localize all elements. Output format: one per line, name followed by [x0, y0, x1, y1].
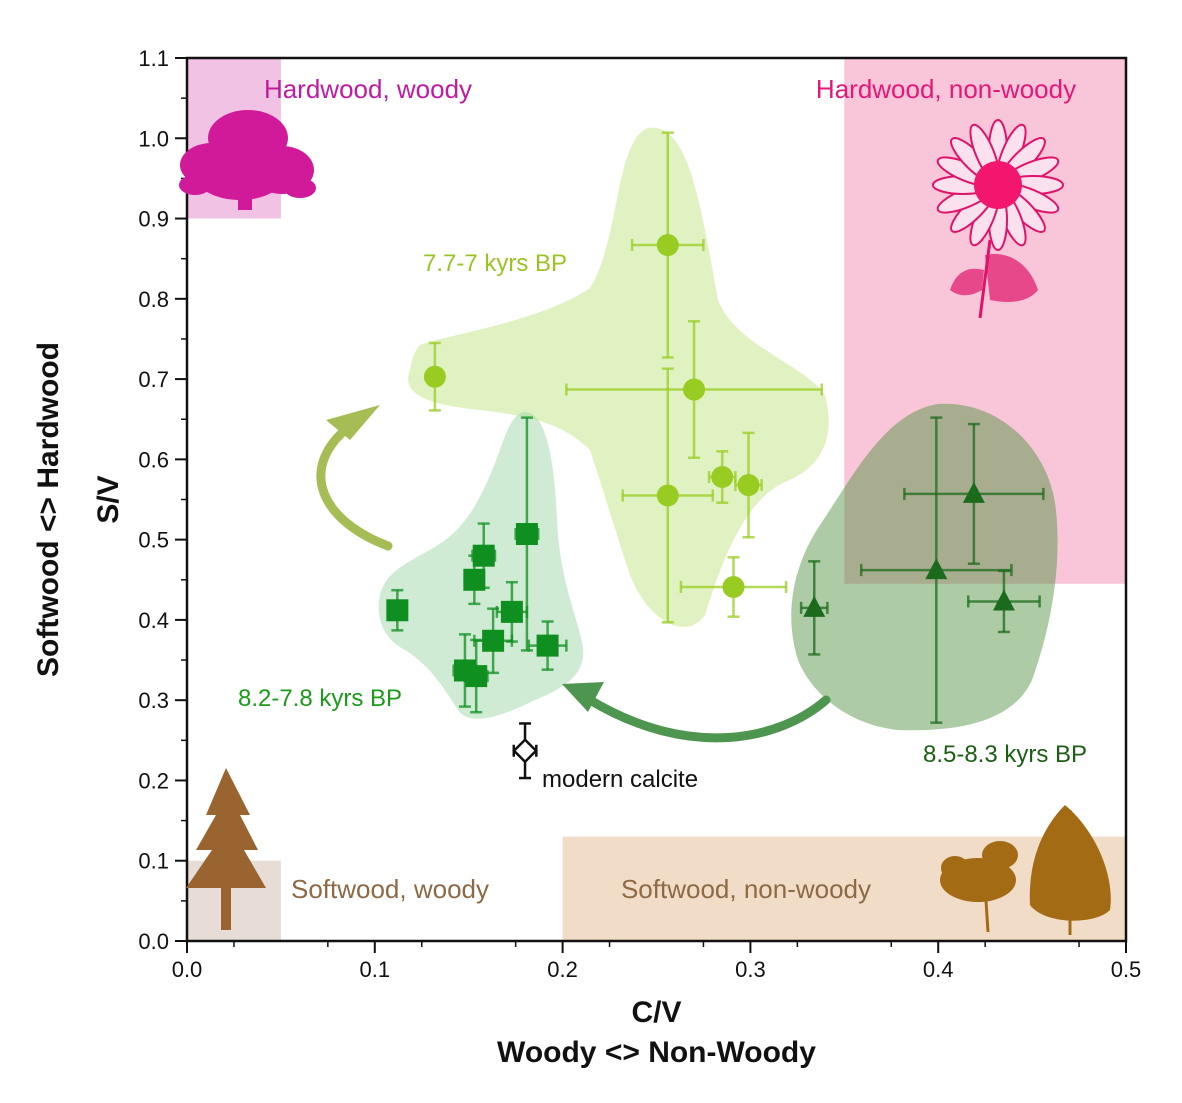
square-marker	[465, 665, 488, 688]
data-point	[495, 580, 529, 643]
arrow-to-7.7-7	[316, 425, 393, 551]
y-tick-label: 0.8	[138, 287, 169, 312]
arrow-to-8.2-7.8	[585, 695, 831, 743]
x-tick-label: 0.3	[735, 957, 766, 982]
region-label: Hardwood, non-woody	[816, 74, 1076, 104]
labels: C/V Woody <> Non-Woody S/V Softwood <> Hard…	[32, 74, 1087, 1069]
triangle-marker	[925, 558, 948, 580]
y-tick-label: 0.0	[138, 929, 169, 954]
axes: 0.0 0.1 0.2 0.3 0.4 0.5 0.0 0.1 0.2 0.3 0.4 0.5 0.6 0…	[138, 46, 1141, 982]
circle-marker	[722, 575, 745, 598]
data-point	[423, 341, 446, 412]
y-tick-label: 0.5	[138, 528, 169, 553]
x-tick-label: 0.2	[547, 957, 578, 982]
x-tick-label: 0.1	[360, 957, 391, 982]
circle-marker	[711, 466, 734, 489]
data-point	[621, 367, 715, 624]
y-tick-label: 1.0	[138, 126, 169, 151]
square-marker	[386, 599, 409, 622]
square-marker	[463, 568, 486, 591]
arrow-head-to-7.7-7	[326, 405, 380, 440]
y-tick-label: 0.1	[138, 849, 169, 874]
data-point	[859, 416, 1013, 724]
data-point	[630, 131, 705, 359]
x-axis-title-secondary: Woody <> Non-Woody	[497, 1036, 816, 1069]
diamond-marker	[512, 737, 538, 764]
fern-plant-icon	[940, 805, 1111, 935]
y-axis-title: S/V	[92, 475, 125, 523]
circle-marker	[656, 484, 679, 507]
data-point	[966, 569, 1041, 634]
region-label: Softwood, woody	[291, 874, 489, 904]
conifer-tree-icon	[186, 768, 266, 930]
square-marker	[536, 634, 559, 657]
triangle-marker	[992, 589, 1015, 611]
y-tick-label: 0.7	[138, 367, 169, 392]
data-point	[463, 638, 489, 714]
data-point	[734, 431, 763, 539]
y-tick-label: 0.2	[138, 768, 169, 793]
circle-marker	[423, 365, 446, 388]
data-point	[565, 320, 824, 460]
y-tick-label: 0.4	[138, 608, 169, 633]
region-label: Softwood, non-woody	[621, 874, 871, 904]
series-label: 7.7-7 kyrs BP	[423, 250, 567, 277]
series-label: modern calcite	[542, 766, 698, 793]
data-point	[679, 556, 788, 618]
square-marker	[482, 629, 505, 652]
envelope-8.5-8.3-kyrs	[791, 403, 1058, 731]
y-tick-label: 0.9	[138, 207, 169, 232]
square-marker	[500, 600, 523, 623]
data-point	[707, 450, 737, 504]
y-tick-label: 0.6	[138, 447, 169, 472]
triangle-marker	[803, 595, 826, 617]
triangle-marker	[962, 481, 985, 503]
hardwood-tree-icon	[179, 110, 316, 210]
data-points	[386, 131, 1045, 780]
data-point	[903, 422, 1045, 565]
x-axis-title: C/V	[631, 996, 681, 1029]
circle-marker	[683, 378, 706, 401]
square-marker	[472, 544, 495, 567]
y-tick-label: 1.1	[138, 46, 169, 71]
trend-arrows	[316, 405, 831, 743]
data-point	[527, 620, 568, 671]
y-tick-label: 0.3	[138, 688, 169, 713]
x-tick-label: 0.4	[923, 957, 954, 982]
data-point	[471, 522, 497, 590]
y-axis-title-secondary: Softwood <> Hardwood	[32, 342, 65, 677]
arrow-head-to-8.2-7.8	[562, 682, 604, 712]
data-point	[512, 722, 538, 780]
series-label: 8.2-7.8 kyrs BP	[238, 685, 402, 712]
data-point	[799, 560, 829, 656]
square-marker	[515, 523, 538, 546]
circle-marker	[656, 234, 679, 257]
region-label: Hardwood, woody	[264, 74, 472, 104]
sunflower-icon	[932, 119, 1064, 319]
series-label: 8.5-8.3 kyrs BP	[923, 741, 1087, 768]
circle-marker	[737, 474, 760, 497]
data-point	[386, 588, 409, 632]
x-tick-label: 0.0	[172, 957, 203, 982]
x-tick-label: 0.5	[1111, 957, 1142, 982]
data-point	[473, 607, 514, 675]
